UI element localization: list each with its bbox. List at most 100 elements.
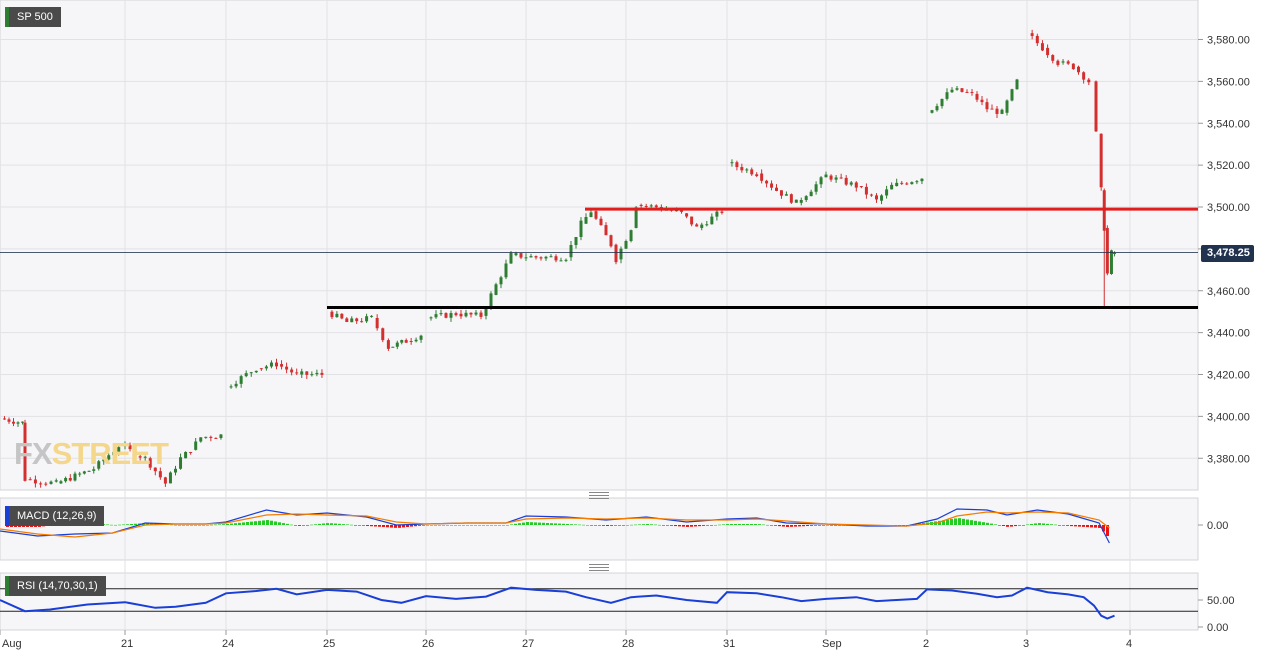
macd-histogram-bar [786,525,789,527]
candle-body [1087,79,1091,83]
candle-body [735,162,739,168]
candle-body [849,182,853,185]
macd-histogram-bar [806,525,809,527]
macd-histogram-bar [498,525,501,526]
candle-body [158,471,162,478]
macd-histogram-bar [598,525,601,526]
x-tick-label: Sep [822,638,842,650]
macd-histogram-bar [190,525,193,526]
candle-body [579,220,583,238]
candle-body [112,451,116,456]
macd-histogram-bar [1050,524,1053,525]
candle-body [685,213,689,217]
candle-body [128,445,132,450]
macd-histogram-bar [702,525,705,526]
rsi-resize-handle[interactable] [589,564,609,571]
macd-histogram-bar [522,522,525,525]
macd-histogram-bar [622,525,625,526]
candle-body [854,182,858,188]
macd-histogram-bar [594,525,597,526]
candle-body [474,312,478,315]
macd-histogram-bar [706,525,709,526]
candle-body [559,260,563,262]
macd-histogram-bar [1070,525,1073,527]
candle-body [360,321,364,323]
macd-histogram-bar [382,525,385,528]
candle-body [509,252,513,264]
candle-body [479,312,483,317]
macd-histogram-bar [810,525,813,526]
candle-body [1113,253,1117,255]
candle-body [174,468,177,473]
candle-body [799,199,803,203]
macd-histogram-bar [442,525,445,526]
candle-body [87,470,91,472]
macd-histogram-bar [714,524,717,526]
macd-histogram-bar [674,525,677,527]
macd-histogram-bar [470,525,473,526]
candle-body [750,169,754,175]
macd-histogram-bar [170,524,173,526]
candle-body [107,455,111,460]
y-tick-label: 50.00 [1207,595,1235,607]
candle-body [549,256,553,258]
candle-body [995,108,999,114]
candle-body [564,259,568,261]
macd-histogram-bar [130,524,133,525]
macd-histogram-bar [722,524,725,525]
candle-body [864,186,868,195]
candle-body [73,473,77,481]
candle-body [745,169,749,171]
macd-histogram-bar [1090,525,1093,528]
candle-body [614,244,618,263]
macd-histogram-bar [690,525,693,527]
macd-histogram-bar [538,522,541,525]
macd-histogram-bar [950,519,953,525]
macd-resize-handle[interactable] [589,492,609,499]
signal-line [0,511,1110,538]
candle-body [315,372,319,375]
macd-histogram-bar [1034,523,1037,525]
macd-histogram-bar [562,523,565,525]
x-tick-label: 24 [222,638,234,650]
candle-body [705,224,709,226]
candle-body [1010,89,1014,101]
candle-body [980,99,984,103]
macd-histogram-bar [106,524,109,526]
candle-body [454,313,458,316]
candle-body [584,217,588,224]
candle-body [391,346,395,348]
macd-histogram-bar [226,524,229,525]
macd-histogram-bar [1102,525,1105,532]
candle-body [375,317,379,329]
macd-histogram-bar [182,525,185,526]
macd-histogram-bar [338,523,341,525]
macd-histogram-bar [734,524,737,525]
candle-body [1105,227,1109,274]
macd-histogram-bar [290,524,293,526]
candle-body [569,245,573,258]
candle-body [459,313,463,317]
rsi-pane[interactable] [0,572,1199,631]
candle-body [574,237,578,246]
candle-body [148,458,152,468]
macd-histogram-bar [766,524,769,526]
macd-histogram-bar [454,525,457,526]
candle-body [900,182,904,184]
candle-body [779,190,783,196]
macd-histogram-bar [694,525,697,527]
candle-body [935,106,939,111]
macd-histogram-bar [606,525,609,526]
candle-body [824,174,828,178]
macd-pane[interactable] [0,497,1199,561]
macd-histogram-bar [514,523,517,525]
candle-body [770,183,774,188]
candle-body [1040,43,1044,51]
candle-body [1061,61,1065,63]
macd-histogram-bar [342,524,345,525]
macd-histogram-bar [270,520,273,525]
y-tick-label: 3,580.00 [1207,35,1250,47]
candle-body [519,253,523,258]
macd-histogram-bar [330,523,333,525]
